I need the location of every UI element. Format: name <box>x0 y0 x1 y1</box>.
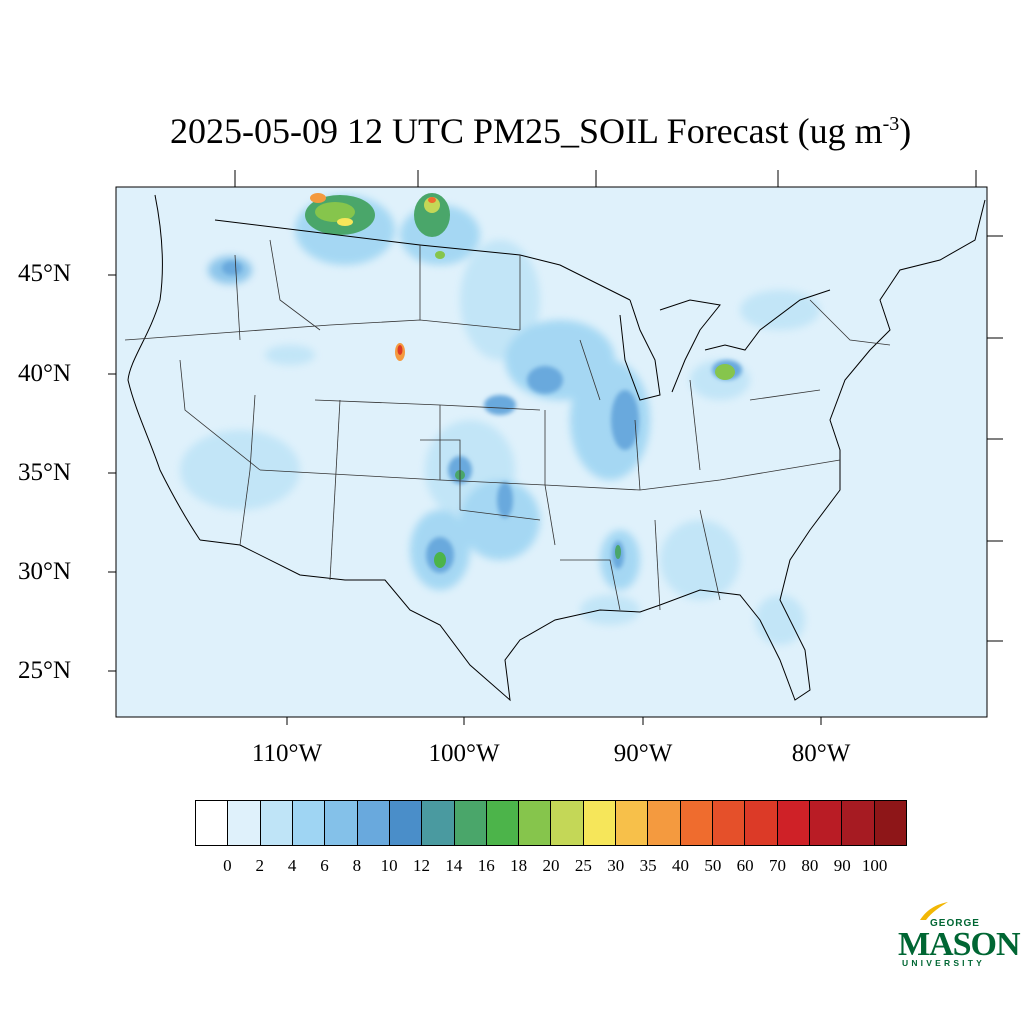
lat-label-35: 35°N <box>18 459 72 486</box>
map-title: 2025-05-09 12 UTC PM25_SOIL Forecast (ug… <box>170 111 912 151</box>
colorbar-tick-label: 0 <box>223 856 232 875</box>
colorbar-tick-label: 4 <box>287 856 297 875</box>
coastline <box>127 194 986 702</box>
colorbar-box <box>616 801 649 845</box>
colorbar-box <box>292 801 326 845</box>
logo-george-text: GEORGE <box>930 918 980 929</box>
colorbar-tick-label: 90 <box>833 856 851 875</box>
lat-label-45: 45°N <box>18 260 72 287</box>
colorbar-tick-label: 40 <box>671 856 689 875</box>
colorbar-tick-label: 100 <box>861 856 888 875</box>
colorbar-box <box>874 801 906 845</box>
colorbar-box <box>745 801 778 845</box>
colorbar-box <box>422 801 455 845</box>
colorbar-box <box>713 801 746 845</box>
colorbar-box <box>357 801 390 845</box>
state-boundaries <box>124 239 891 611</box>
lat-label-25: 25°N <box>18 657 72 684</box>
colorbar-tick-label: 70 <box>769 856 787 875</box>
colorbar-box <box>325 801 358 845</box>
map-frame <box>115 186 988 718</box>
logo-mason-text: MASON <box>898 926 1021 963</box>
colorbar-box <box>260 801 293 845</box>
lon-label-90w: 90°W <box>613 740 673 767</box>
colorbar-box <box>842 801 875 845</box>
colorbar-tick-label: 16 <box>477 856 495 875</box>
colorbar-box <box>519 801 552 845</box>
logo-swoosh-icon <box>920 902 948 920</box>
colorbar-tick-label: 6 <box>320 856 329 875</box>
colorbar-box <box>680 801 713 845</box>
colorbar-tick-label: 25 <box>574 856 592 875</box>
colorbar <box>195 800 907 846</box>
ticks <box>108 170 1003 725</box>
colorbar-box <box>228 801 261 845</box>
colorbar-box <box>777 801 810 845</box>
colorbar-tick-label: 14 <box>445 856 463 875</box>
colorbar-box <box>809 801 843 845</box>
logo-university-text: UNIVERSITY <box>902 958 986 968</box>
lat-label-30: 30°N <box>18 558 72 585</box>
colorbar-tick-label: 10 <box>380 856 398 875</box>
colorbar-box <box>389 801 423 845</box>
colorbar-tick-label: 12 <box>413 856 431 875</box>
pm25-hotspots <box>305 193 735 568</box>
lat-label-40: 40°N <box>18 360 72 387</box>
lon-label-80w: 80°W <box>791 740 851 767</box>
colorbar-tick-label: 2 <box>255 856 264 875</box>
colorbar-box <box>583 801 617 845</box>
colorbar-tick-label: 8 <box>352 856 362 875</box>
colorbar-box <box>551 801 584 845</box>
colorbar-tick-label: 80 <box>801 856 819 875</box>
colorbar-tick-label: 50 <box>704 856 722 875</box>
lon-label-110w: 110°W <box>251 740 323 767</box>
pm25-field-mid <box>222 261 742 573</box>
colorbar-box <box>486 801 520 845</box>
colorbar-tick-label: 20 <box>542 856 560 875</box>
colorbar-tick-label: 30 <box>607 856 625 875</box>
colorbar-tick-label: 18 <box>510 856 528 875</box>
colorbar-labels: 0 2 4 6 8 10 12 14 16 18 20 25 30 35 40 50 60 70 80 90 100 <box>195 856 907 880</box>
colorbar-box <box>648 801 681 845</box>
colorbar-box <box>196 801 229 845</box>
colorbar-tick-label: 60 <box>736 856 754 875</box>
lon-label-100w: 100°W <box>428 740 500 767</box>
colorbar-tick-label: 35 <box>639 856 657 875</box>
colorbar-box <box>454 801 487 845</box>
